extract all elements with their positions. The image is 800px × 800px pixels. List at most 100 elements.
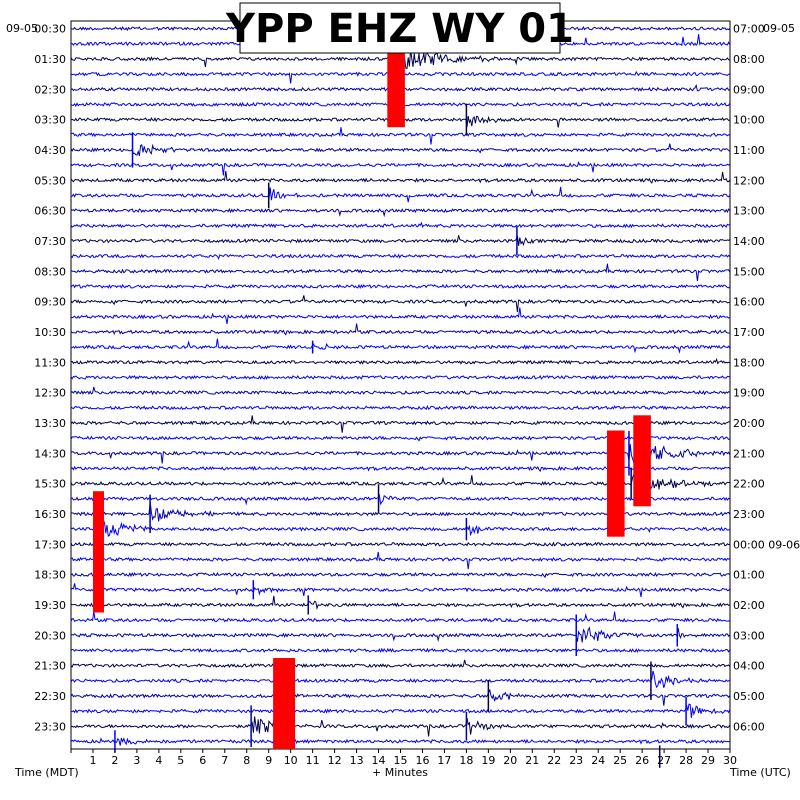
x-tick-label: 7 (221, 754, 228, 767)
x-tick-label: 14 (372, 754, 386, 767)
left-hour-label: 10:30 (34, 326, 66, 339)
trace-row-38 (70, 595, 730, 611)
x-axis-ticks: 1 2 3 4 5 6 7 8 9 10 11 12 13 14 15 16 17 18 19 20 21 22 23 24 2… (70, 749, 737, 767)
x-tick-label: 18 (459, 754, 473, 767)
right-hour-label: 00:00 09-06 (733, 538, 800, 551)
trace-row-20 (70, 323, 730, 336)
left-hour-label: 11:30 (34, 356, 66, 369)
left-hour-label: 13:30 (34, 417, 66, 430)
right-hour-label: 15:00 (733, 265, 765, 278)
trace-row-43 (70, 670, 731, 689)
left-hour-label: 19:30 (34, 599, 66, 612)
trace-row-21 (70, 338, 731, 354)
clipped-block-3 (93, 491, 104, 613)
x-tick-label: 25 (613, 754, 627, 767)
right-hour-labels: 07:00 08:00 09:00 10:00 11:00 12:00 13:00 14:00… (733, 23, 800, 734)
right-hour-label: 08:00 (733, 53, 765, 66)
trace-row-12 (70, 207, 731, 218)
x-label-left: Time (MDT) (14, 766, 79, 779)
right-hour-label: 12:00 (733, 174, 765, 187)
x-tick-label: 19 (481, 754, 495, 767)
x-tick-label: 10 (284, 754, 298, 767)
trace-row-14 (70, 235, 731, 247)
right-hour-label: 01:00 (733, 569, 765, 582)
x-tick-label: 8 (243, 754, 250, 767)
x-axis-label: + Minutes (372, 766, 428, 779)
trace-row-41 (70, 647, 731, 654)
x-tick-label: 1 (90, 754, 97, 767)
left-hour-label: 06:30 (34, 205, 66, 218)
seismic-traces (70, 19, 731, 768)
right-hour-label: 11:00 (733, 144, 765, 157)
trace-row-13 (70, 221, 730, 229)
left-hour-label: 04:30 (34, 144, 66, 157)
right-hour-label: 03:00 (733, 629, 765, 642)
clipped-block-0 (387, 36, 405, 128)
x-tick-label: 3 (133, 754, 140, 767)
right-hour-label: 02:00 (733, 599, 765, 612)
right-hour-label: 04:00 (733, 660, 765, 673)
trace-row-17 (70, 283, 731, 290)
trace-row-9 (70, 160, 731, 176)
trace-row-39 (70, 611, 731, 623)
left-hour-label: 23:30 (34, 720, 66, 733)
x-tick-label: 11 (306, 754, 320, 767)
x-label-right: Time (UTC) (729, 766, 791, 779)
trace-row-16 (70, 263, 731, 282)
trace-row-26 (70, 415, 730, 433)
x-tick-label: 15 (394, 754, 408, 767)
x-tick-label: 12 (328, 754, 342, 767)
left-hour-label: 14:30 (34, 447, 66, 460)
trace-row-25 (70, 405, 731, 411)
trace-row-40 (70, 626, 731, 643)
right-hour-label: 05:00 (733, 690, 765, 703)
x-tick-label: 6 (199, 754, 206, 767)
x-tick-label: 5 (177, 754, 184, 767)
right-hour-label: 06:00 (733, 720, 765, 733)
x-tick-label: 26 (635, 754, 649, 767)
right-hour-label: 16:00 (733, 296, 765, 309)
right-hour-label: 22:00 (733, 478, 765, 491)
x-tick-label: 16 (416, 754, 430, 767)
trace-row-44 (70, 688, 731, 706)
trace-row-18 (70, 295, 730, 312)
date-right: 09-05 (763, 22, 795, 35)
left-hour-label: 01:30 (34, 53, 66, 66)
left-hour-label: 05:30 (34, 174, 66, 187)
trace-row-24 (70, 386, 730, 396)
trace-row-11 (70, 186, 731, 203)
right-hour-label: 19:00 (733, 387, 765, 400)
x-tick-label: 22 (547, 754, 561, 767)
clipped-block-4 (273, 658, 296, 749)
left-hour-labels: 00:30 01:30 02:30 03:30 04:30 05:30 06:30 07:30… (34, 23, 66, 734)
left-hour-label: 09:30 (34, 296, 66, 309)
clipped-blocks (93, 36, 651, 749)
x-tick-label: 23 (569, 754, 583, 767)
trace-row-7 (70, 127, 731, 145)
trace-row-46 (70, 716, 731, 737)
trace-row-10 (70, 171, 731, 184)
left-hour-label: 15:30 (34, 478, 66, 491)
right-hour-label: 07:00 (733, 23, 765, 36)
trace-row-8 (70, 143, 731, 157)
trace-row-37 (70, 583, 731, 597)
x-tick-label: 29 (701, 754, 715, 767)
x-tick-label: 27 (657, 754, 671, 767)
right-hour-label: 10:00 (733, 114, 765, 127)
trace-row-15 (70, 253, 731, 261)
left-hour-label: 18:30 (34, 569, 66, 582)
left-hour-label: 07:30 (34, 235, 66, 248)
clipped-block-2 (633, 415, 651, 507)
trace-row-22 (70, 357, 730, 365)
x-tick-label: 9 (265, 754, 272, 767)
right-hour-label: 13:00 (733, 205, 765, 218)
title-box (239, 2, 561, 54)
trace-row-23 (70, 374, 730, 381)
x-tick-label: 20 (503, 754, 517, 767)
trace-row-19 (70, 307, 730, 324)
x-tick-label: 13 (350, 754, 364, 767)
right-hour-label: 18:00 (733, 356, 765, 369)
x-tick-label: 4 (155, 754, 162, 767)
trace-row-36 (70, 571, 731, 579)
